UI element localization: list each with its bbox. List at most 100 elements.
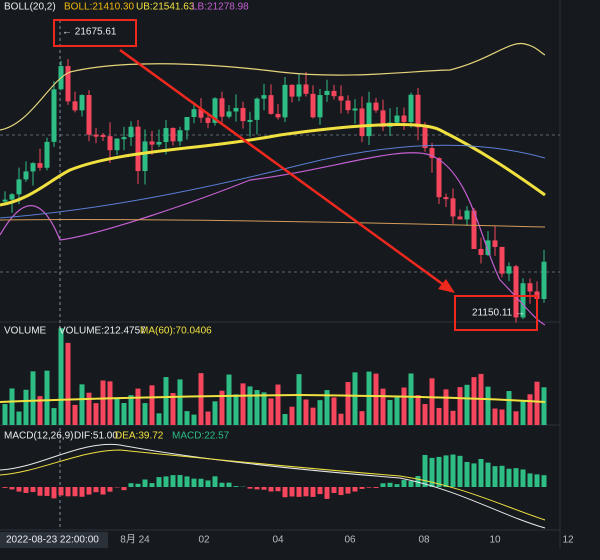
- macd-bar: [121, 487, 127, 491]
- candle: [149, 141, 155, 145]
- macd-bar: [23, 487, 29, 493]
- candle: [23, 171, 29, 180]
- candle: [317, 95, 323, 118]
- macd-bar: [527, 473, 533, 487]
- candle: [499, 246, 505, 274]
- volume-bar: [86, 392, 92, 425]
- volume-bar: [16, 411, 22, 425]
- macd-bar: [72, 487, 78, 497]
- candle: [121, 137, 127, 140]
- volume-bar: [37, 396, 43, 425]
- macd-bar: [352, 487, 358, 492]
- candle: [408, 94, 414, 123]
- candle: [51, 89, 57, 142]
- macd-bar: [58, 487, 64, 496]
- x-tick-label: 02: [198, 535, 210, 546]
- volume-bar: [114, 398, 120, 425]
- candle: [79, 95, 85, 111]
- dif-value: DIF:51.00: [74, 431, 118, 442]
- macd-bar: [177, 475, 183, 487]
- dea-value: DEA:39.72: [115, 431, 164, 442]
- cursor-time: 2022-08-23 22:00:00: [6, 535, 99, 546]
- ma-line: [0, 218, 546, 228]
- macd-bar: [422, 454, 428, 487]
- candle: [492, 240, 498, 247]
- candle: [331, 90, 337, 97]
- candle: [219, 98, 225, 117]
- macd-bar: [387, 482, 393, 487]
- candle: [163, 128, 169, 142]
- boll-value: BOLL:21410.30: [64, 2, 134, 13]
- candle: [205, 117, 211, 123]
- candle: [135, 126, 141, 172]
- volume-bar: [415, 395, 421, 425]
- volume-bar: [65, 342, 71, 425]
- macd-bar: [191, 478, 197, 487]
- macd-bar: [541, 475, 547, 487]
- indicator: BOLL(20,2): [4, 2, 56, 13]
- macd-bar: [9, 487, 15, 490]
- x-tick-label: 12: [562, 535, 574, 546]
- volume-bar: [23, 389, 29, 425]
- volume-bar: [135, 388, 141, 425]
- macd-bar: [100, 487, 106, 495]
- boll-middle: [0, 123, 546, 207]
- x-tick-label: 06: [344, 535, 356, 546]
- candle: [282, 84, 288, 118]
- candle: [2, 199, 8, 202]
- macd-bar: [282, 487, 288, 498]
- macd-bar: [184, 476, 190, 487]
- candle: [107, 136, 113, 151]
- x-tick-label: 04: [272, 535, 284, 546]
- volume-ma: [0, 393, 546, 403]
- ma-line: [0, 144, 546, 219]
- volume-bar: [254, 390, 260, 425]
- candle: [177, 130, 183, 142]
- candle: [93, 134, 99, 137]
- volume-bar: [142, 403, 148, 425]
- macd-bar: [331, 487, 337, 493]
- cursor-badge: [0, 532, 108, 548]
- candle: [191, 109, 197, 117]
- macd-bar: [30, 487, 36, 493]
- volume-bar: [534, 381, 540, 425]
- macd-bar: [317, 487, 323, 495]
- volume-bar: [464, 384, 470, 425]
- volume-bar: [226, 374, 232, 425]
- highlight-box: [454, 295, 538, 331]
- volume-bar: [352, 372, 358, 425]
- volume-bar: [513, 411, 519, 425]
- candle: [471, 210, 477, 249]
- volume-bar: [191, 414, 197, 425]
- candle: [380, 110, 386, 127]
- volume-bar: [247, 386, 253, 425]
- volume-bar: [429, 378, 435, 425]
- boll-upper: [0, 42, 546, 131]
- candle: [212, 98, 218, 123]
- candle: [268, 95, 274, 114]
- volume-bar: [408, 373, 414, 425]
- macd-bar: [513, 468, 519, 487]
- volume-bar: [261, 392, 267, 425]
- volume-bar: [499, 409, 505, 425]
- volume-bar: [541, 387, 547, 425]
- candle: [338, 96, 344, 101]
- macd-bar: [128, 483, 134, 487]
- volume-bar: [282, 414, 288, 425]
- candle: [436, 158, 442, 198]
- volume-bar: [373, 373, 379, 425]
- macd-bar: [401, 480, 407, 487]
- low-label: 21150.11 →: [472, 308, 525, 319]
- candle: [310, 93, 316, 118]
- macd-bar: [499, 465, 505, 487]
- candle: [366, 102, 372, 137]
- volume-bar: [163, 377, 169, 425]
- candle: [478, 248, 484, 255]
- volume-bar: [338, 413, 344, 425]
- macd-bar: [16, 487, 22, 492]
- macd-bar: [170, 475, 176, 487]
- macd-bar: [380, 483, 386, 487]
- volume-bar: [100, 380, 106, 425]
- candle: [485, 240, 491, 255]
